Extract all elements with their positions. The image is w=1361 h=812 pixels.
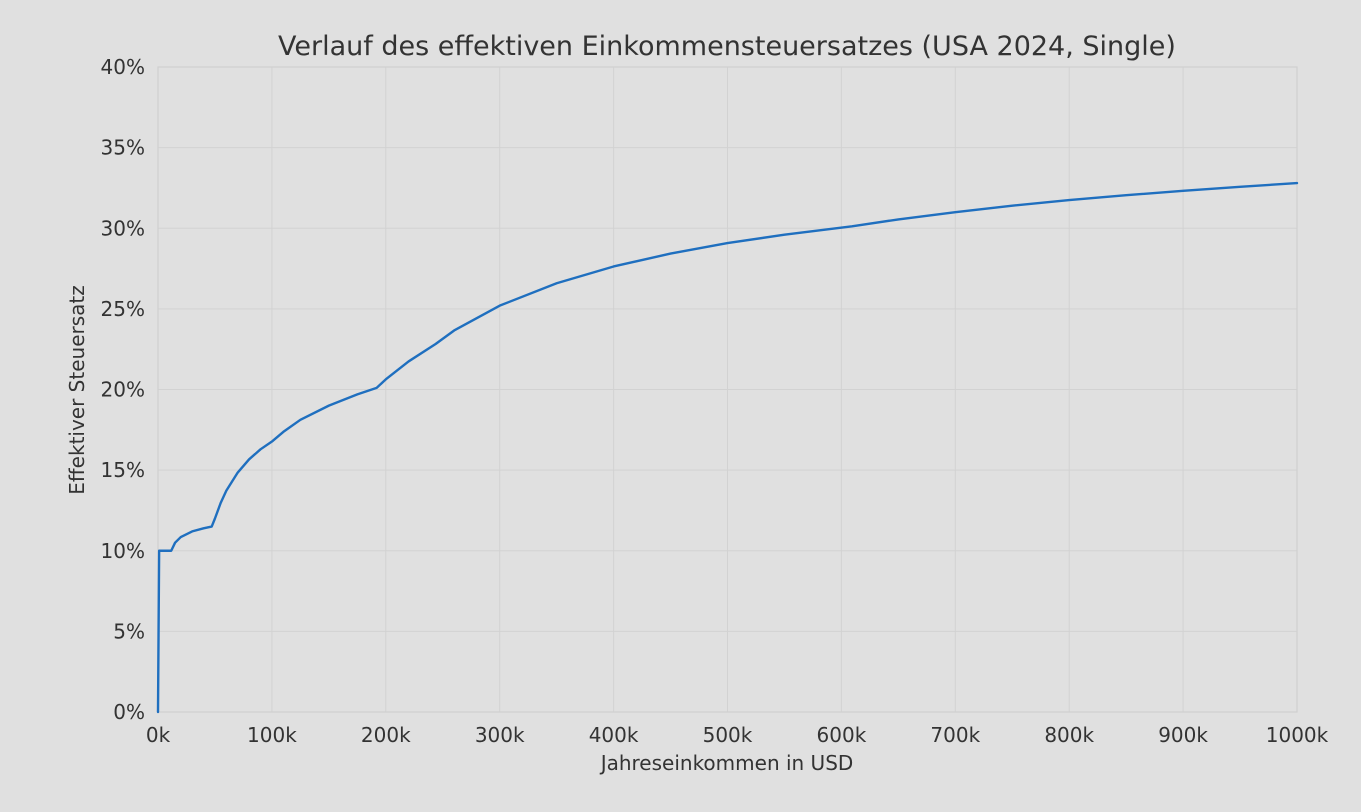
x-tick-label: 300k	[475, 723, 525, 747]
y-tick-label: 30%	[101, 216, 145, 240]
x-tick-label: 1000k	[1266, 723, 1329, 747]
x-tick-label: 900k	[1158, 723, 1208, 747]
grid	[157, 66, 1298, 713]
x-tick-label: 200k	[361, 723, 411, 747]
x-tick-label: 0k	[146, 723, 171, 747]
x-axis: 0k 100k 200k 300k 400k 500k 600k 700k 800k 900k 10…	[146, 723, 1329, 747]
y-tick-label: 10%	[101, 539, 145, 563]
y-axis: 0% 5% 10% 15% 20% 25% 30% 35% 40%	[101, 55, 145, 724]
x-tick-label: 100k	[247, 723, 297, 747]
y-tick-label: 15%	[101, 458, 145, 482]
series-layer	[156, 181, 1299, 714]
series-line	[156, 181, 1299, 714]
y-tick-label: 0%	[113, 700, 145, 724]
y-tick-label: 20%	[101, 378, 145, 402]
x-tick-label: 800k	[1044, 723, 1094, 747]
x-tick-label: 600k	[817, 723, 867, 747]
y-axis-label: Effektiver Steuersatz	[65, 285, 89, 494]
y-tick-label: 35%	[101, 136, 145, 160]
x-tick-label: 400k	[589, 723, 639, 747]
x-axis-label: Jahreseinkommen in USD	[599, 751, 854, 775]
chart-title: Verlauf des effektiven Einkommensteuersa…	[278, 31, 1176, 62]
y-tick-label: 25%	[101, 297, 145, 321]
y-tick-label: 40%	[101, 55, 145, 79]
y-tick-label: 5%	[113, 619, 145, 643]
x-tick-label: 500k	[703, 723, 753, 747]
x-tick-label: 700k	[930, 723, 980, 747]
plot-frame	[157, 66, 1298, 713]
